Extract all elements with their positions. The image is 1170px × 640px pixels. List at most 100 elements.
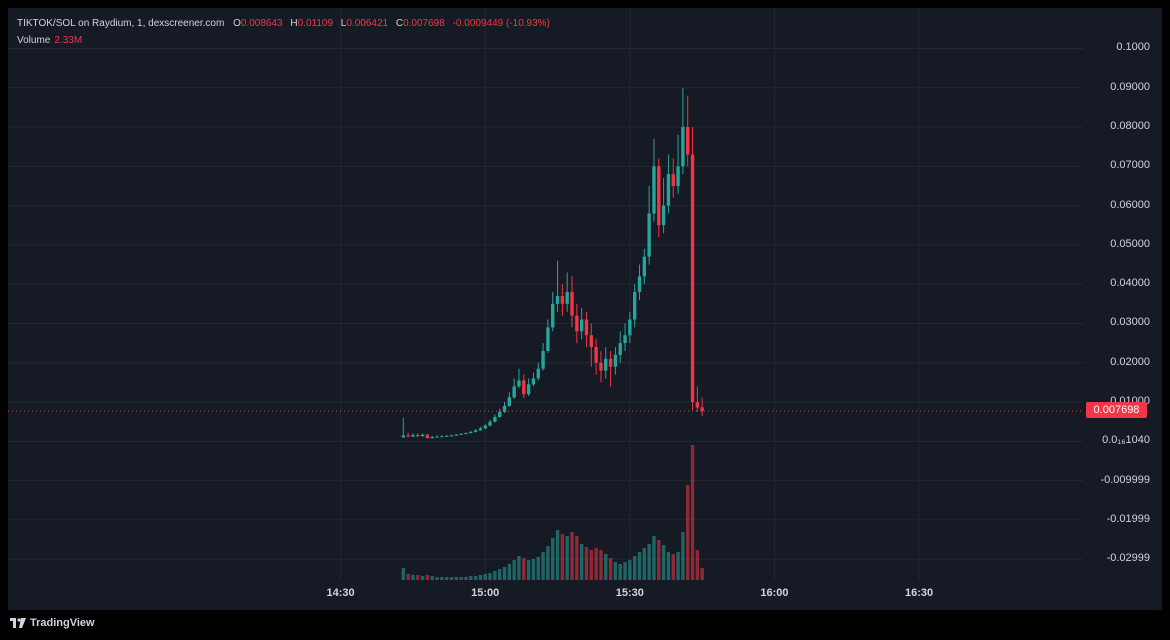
volume-bar	[440, 577, 444, 580]
candle-body[interactable]	[700, 407, 704, 412]
candle-body[interactable]	[464, 433, 468, 435]
candle-body[interactable]	[632, 292, 637, 320]
volume-bar	[555, 530, 560, 580]
candle-body[interactable]	[411, 435, 415, 437]
candle-body[interactable]	[642, 256, 647, 277]
volume-bar	[589, 550, 593, 580]
candle-body[interactable]	[570, 292, 574, 316]
candle-body[interactable]	[469, 431, 473, 434]
candle-body[interactable]	[671, 174, 675, 186]
price-tick-label: 0.08000	[1110, 120, 1150, 133]
candle-body[interactable]	[522, 380, 526, 395]
candle-body[interactable]	[488, 421, 492, 426]
candle-body[interactable]	[420, 434, 425, 437]
candle-body[interactable]	[531, 378, 536, 385]
candle-body[interactable]	[661, 205, 666, 226]
volume-bar	[522, 558, 526, 580]
price-tick-label: 0.04000	[1110, 277, 1150, 290]
candle-body[interactable]	[449, 435, 454, 437]
candle-body[interactable]	[676, 166, 680, 186]
volume-bar	[618, 564, 622, 580]
candle-body[interactable]	[584, 319, 589, 336]
volume-bar	[425, 575, 430, 580]
candle-body[interactable]	[502, 405, 507, 412]
candle-body[interactable]	[652, 166, 656, 214]
price-chart[interactable]	[8, 8, 1162, 610]
price-tick-label: -0.02999	[1106, 552, 1150, 565]
candle-body[interactable]	[589, 335, 593, 348]
candle-body[interactable]	[657, 166, 661, 226]
candle-body[interactable]	[599, 362, 603, 371]
volume-bar	[594, 548, 598, 580]
candle-body[interactable]	[498, 411, 502, 417]
candle-body[interactable]	[416, 435, 420, 437]
volume-bar	[406, 574, 410, 580]
candle-body[interactable]	[517, 380, 521, 387]
candle-body[interactable]	[575, 315, 579, 332]
candle-body[interactable]	[565, 292, 569, 304]
candle-body[interactable]	[512, 386, 516, 398]
candle-body[interactable]	[401, 435, 405, 438]
volume-bar	[700, 568, 704, 580]
candle-body[interactable]	[546, 327, 550, 351]
candle-body[interactable]	[493, 416, 497, 422]
price-tick-label: 0.1000	[1116, 41, 1150, 54]
candle-body[interactable]	[526, 384, 531, 395]
volume-bar	[512, 560, 516, 580]
time-tick-label: 15:30	[615, 587, 644, 599]
candle-body[interactable]	[618, 343, 622, 355]
volume-bar	[686, 485, 690, 580]
volume-bar	[546, 546, 550, 580]
candle-body[interactable]	[690, 154, 695, 403]
candle-body[interactable]	[406, 435, 410, 437]
candle-body[interactable]	[478, 428, 483, 431]
volume-bar	[652, 536, 656, 580]
time-tick-label: 14:30	[326, 587, 355, 599]
candle-body[interactable]	[560, 295, 565, 304]
price-tick-label: 0.09000	[1110, 80, 1150, 93]
open-value: 0.008643	[240, 18, 283, 29]
candle-body[interactable]	[444, 435, 449, 437]
volume-label: Volume	[17, 35, 51, 46]
candle-body[interactable]	[594, 347, 598, 363]
volume-bar	[435, 577, 439, 580]
candle-body[interactable]	[454, 434, 459, 436]
candle-body[interactable]	[536, 368, 540, 379]
candle-body[interactable]	[473, 430, 478, 432]
candle-body[interactable]	[483, 425, 487, 429]
low-label: L	[340, 18, 347, 29]
candle-body[interactable]	[695, 402, 700, 408]
volume-bar	[411, 575, 415, 580]
price-tick-label: 0.06000	[1110, 198, 1150, 211]
volume-bar	[469, 576, 473, 580]
candle-body[interactable]	[435, 436, 439, 438]
chart-area[interactable]: TIKTOK/SOL on Raydium, 1, dexscreener.co…	[8, 8, 1162, 610]
candle-body[interactable]	[666, 174, 671, 206]
candle-body[interactable]	[551, 303, 555, 328]
candle-body[interactable]	[623, 335, 627, 344]
candle-body[interactable]	[459, 433, 463, 435]
tradingview-logo[interactable]: TradingView	[10, 617, 95, 629]
chart-legend: TIKTOK/SOL on Raydium, 1, dexscreener.co…	[17, 18, 555, 29]
candle-body[interactable]	[430, 437, 434, 439]
candle-body[interactable]	[425, 434, 430, 439]
volume-legend: Volume 2.33M	[17, 35, 82, 46]
candle-body[interactable]	[608, 358, 613, 367]
candle-body[interactable]	[579, 319, 584, 332]
candle-body[interactable]	[507, 397, 512, 406]
candle-body[interactable]	[604, 358, 608, 371]
candle-body[interactable]	[440, 436, 444, 438]
candle-body[interactable]	[681, 127, 685, 167]
candle-body[interactable]	[628, 319, 632, 336]
time-tick-label: 16:00	[760, 587, 789, 599]
low-value: 0.006421	[346, 18, 389, 29]
candle-body[interactable]	[647, 213, 651, 257]
candle-body[interactable]	[555, 295, 560, 304]
volume-bar	[632, 556, 637, 580]
candle-body[interactable]	[613, 354, 618, 367]
candle-body[interactable]	[541, 350, 545, 369]
candle-body[interactable]	[637, 276, 642, 293]
volume-bar	[608, 558, 613, 580]
volume-bar	[604, 554, 608, 580]
candle-body[interactable]	[686, 127, 690, 155]
